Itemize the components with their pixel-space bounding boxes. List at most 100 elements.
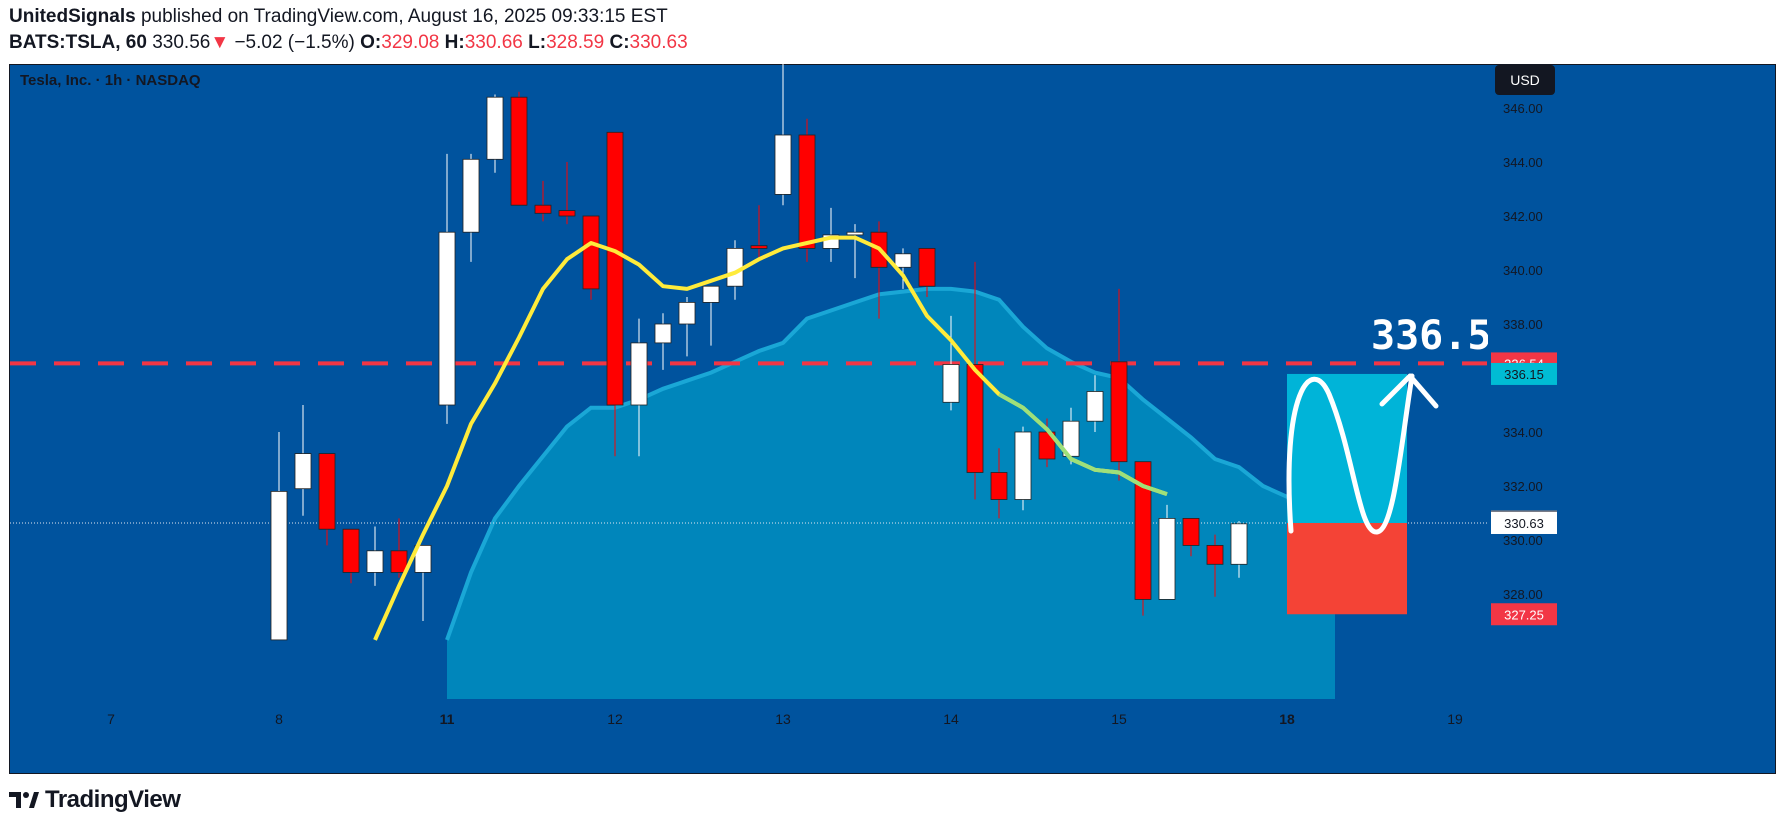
candle[interactable] — [462, 153, 480, 262]
candle-body — [294, 453, 312, 490]
close-label: C: — [609, 32, 630, 53]
candle-body — [1206, 544, 1224, 565]
low-value: 328.59 — [546, 32, 605, 53]
tradingview-logo-icon[interactable] — [9, 790, 39, 810]
candle-body — [630, 342, 648, 406]
candle[interactable] — [510, 91, 528, 206]
candle[interactable] — [582, 215, 600, 300]
candle-body — [1158, 517, 1176, 600]
candle-body — [750, 245, 768, 249]
publish-text: published on TradingView.com, August 16,… — [140, 6, 668, 27]
candle-body — [702, 285, 720, 303]
y-tick-label: 342.00 — [1503, 209, 1543, 224]
y-tick-label: 344.00 — [1503, 155, 1543, 170]
candle[interactable] — [846, 224, 864, 279]
candle-body — [510, 96, 528, 206]
candle[interactable] — [1110, 288, 1128, 481]
y-tick-label: 346.00 — [1503, 101, 1543, 116]
candle[interactable] — [1182, 517, 1200, 557]
candle[interactable] — [1230, 521, 1248, 578]
candle[interactable] — [774, 64, 792, 206]
price-label: 336.15 — [1491, 362, 1557, 385]
candle[interactable] — [798, 118, 816, 262]
candle[interactable] — [678, 297, 696, 357]
candle[interactable] — [1158, 504, 1176, 600]
currency-badge[interactable] — [1495, 65, 1555, 95]
y-tick-label: 338.00 — [1503, 317, 1543, 332]
y-tick-label: 328.00 — [1503, 587, 1543, 602]
candle[interactable] — [438, 153, 456, 424]
price-label: 327.25 — [1491, 603, 1557, 626]
candle[interactable] — [630, 318, 648, 457]
price-label-text: 336.15 — [1504, 367, 1544, 382]
price-label-bg — [1491, 362, 1557, 385]
candle-body — [1182, 517, 1200, 546]
candle[interactable] — [606, 131, 624, 457]
candle[interactable] — [558, 162, 576, 225]
y-tick-label: 334.00 — [1503, 425, 1543, 440]
high-value: 330.66 — [464, 32, 523, 53]
area-series-line — [445, 286, 1336, 641]
candle[interactable] — [654, 313, 672, 370]
candle[interactable] — [390, 518, 408, 578]
open-value: 329.08 — [381, 32, 440, 53]
y-tick-label: 340.00 — [1503, 263, 1543, 278]
candle[interactable] — [918, 247, 936, 297]
candle-body — [558, 210, 576, 217]
candle[interactable] — [726, 240, 744, 300]
author-name[interactable]: UnitedSignals — [9, 6, 136, 27]
candle[interactable] — [1014, 426, 1032, 511]
candle-body — [654, 323, 672, 344]
ohlc-header: BATS:TSLA, 60 330.56▼ −5.02 (−1.5%) O:32… — [9, 32, 688, 54]
candle[interactable] — [1206, 534, 1224, 597]
projection-path[interactable] — [1286, 373, 1415, 535]
candle[interactable] — [894, 248, 912, 289]
candle[interactable] — [486, 94, 504, 173]
x-tick-label: 11 — [440, 711, 455, 727]
currency-label: USD — [1510, 72, 1540, 88]
candle[interactable] — [1086, 375, 1104, 432]
candle[interactable] — [270, 432, 288, 641]
candle[interactable] — [966, 261, 984, 500]
candle-body — [462, 158, 480, 233]
candle-body — [966, 364, 984, 473]
x-tick-label: 7 — [107, 711, 115, 727]
y-tick-label: 330.00 — [1503, 533, 1543, 548]
candle-body — [1086, 391, 1104, 422]
close-value: 330.63 — [629, 32, 688, 53]
candle-body — [342, 528, 360, 573]
candle[interactable] — [942, 315, 960, 411]
tradingview-brand[interactable]: TradingView — [45, 786, 181, 813]
chart-legend[interactable]: Tesla, Inc. · 1h · NASDAQ — [20, 72, 201, 89]
price-axis-background[interactable] — [1488, 65, 1775, 773]
candle[interactable] — [342, 528, 360, 584]
price-label-bg — [1491, 603, 1557, 626]
candle[interactable] — [414, 544, 432, 621]
candle-body — [1110, 361, 1128, 463]
candle-body — [918, 247, 936, 287]
price-label: 330.63 — [1491, 511, 1557, 534]
down-arrow-icon: ▼ — [210, 32, 230, 53]
stop-zone[interactable] — [1287, 522, 1407, 615]
candle[interactable] — [366, 526, 384, 586]
candle[interactable] — [702, 285, 720, 346]
candle[interactable] — [294, 405, 312, 516]
candle-body — [942, 364, 960, 403]
x-tick-label: 12 — [607, 711, 623, 727]
time-axis-background[interactable] — [10, 699, 1488, 773]
symbol-label: BATS:TSLA, 60 — [9, 32, 147, 53]
candle[interactable] — [318, 453, 336, 546]
y-tick-label: 332.00 — [1503, 479, 1543, 494]
candle[interactable] — [750, 205, 768, 260]
candle-body — [774, 134, 792, 195]
candle[interactable] — [990, 448, 1008, 519]
candle-body — [894, 253, 912, 268]
high-label: H: — [444, 32, 465, 53]
candle[interactable] — [534, 180, 552, 222]
candle-body — [1230, 523, 1248, 565]
candle-body — [1134, 461, 1152, 600]
last-price: 330.56 — [152, 32, 211, 53]
candle-body — [438, 231, 456, 406]
candle-body — [1014, 431, 1032, 500]
